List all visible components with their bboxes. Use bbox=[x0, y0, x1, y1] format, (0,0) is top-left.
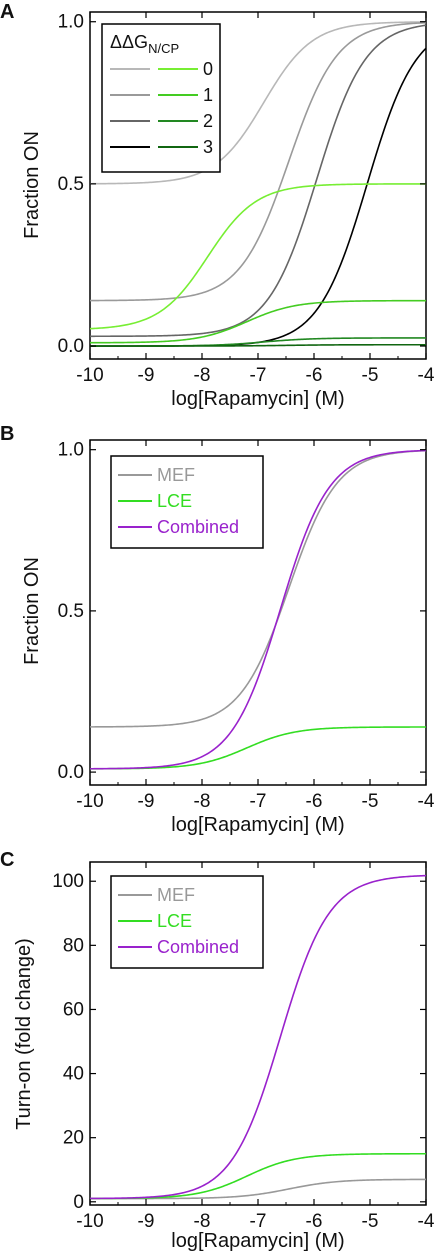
panel-c-legend-label: Combined bbox=[157, 937, 239, 957]
panel-a: A -10 -9 -8 -7 -6 -5 -4 0.0 0.5 1.0 log[Rapamycin… bbox=[0, 1, 435, 410]
panel-a-series-4 bbox=[90, 183, 426, 330]
panel-b-xtick-label: -8 bbox=[194, 791, 211, 812]
panel-c-legend-label: LCE bbox=[157, 911, 192, 931]
panel-b-ylabel: Fraction ON bbox=[21, 557, 43, 665]
panel-a-ytick-label: 1.0 bbox=[58, 12, 84, 33]
panel-a-series-1 bbox=[90, 21, 426, 302]
panel-c-xlabel: log[Rapamycin] (M) bbox=[171, 1230, 344, 1252]
panel-a-ticks: -10 -9 -8 -7 -6 -5 -4 0.0 0.5 1.0 bbox=[58, 12, 435, 386]
panel-b-letter: B bbox=[0, 423, 14, 445]
panel-a-ytick-label: 0.0 bbox=[58, 336, 84, 357]
panel-a-letter: A bbox=[0, 1, 14, 23]
panel-a-xtick-label: -6 bbox=[306, 365, 323, 386]
panel-a-legend: ΔΔGN/CP 0 1 2 3 bbox=[101, 23, 221, 173]
panel-a-xlabel: log[Rapamycin] (M) bbox=[171, 388, 344, 410]
panel-b-series-1 bbox=[90, 726, 426, 770]
panel-a-legend-label: 2 bbox=[203, 111, 213, 131]
panel-b-legend: MEF LCE Combined bbox=[110, 455, 264, 549]
panel-c-plot-area: -10 -9 -8 -7 -6 -5 -4 0 20 40 60 80 100 bbox=[52, 861, 435, 1232]
panel-a-series-0 bbox=[90, 21, 426, 185]
panel-c-curves bbox=[90, 874, 426, 1200]
panel-c-ylabel: Turn-on (fold change) bbox=[13, 938, 35, 1130]
panel-b-legend-label: Combined bbox=[157, 517, 239, 537]
panel-b-legend-label: MEF bbox=[157, 465, 195, 485]
panel-a-legend-rows: 0 1 2 3 bbox=[110, 59, 213, 157]
panel-a-plot-area: -10 -9 -8 -7 -6 -5 -4 0.0 0.5 1.0 bbox=[58, 11, 435, 386]
panel-c-series-1 bbox=[90, 1152, 426, 1200]
panel-c-ytick-label: 20 bbox=[63, 1128, 84, 1149]
panel-a-legend-title: ΔΔGN/CP bbox=[110, 32, 179, 56]
panel-c-legend-label: MEF bbox=[157, 885, 195, 905]
panel-b-ytick-label: 0.5 bbox=[58, 601, 84, 622]
panel-a-series-2 bbox=[90, 24, 426, 338]
panel-b-ytick-label: 1.0 bbox=[58, 440, 84, 461]
panel-a-xtick-label: -8 bbox=[194, 365, 211, 386]
panel-a-legend-label: 1 bbox=[203, 85, 213, 105]
panel-b-xtick-label: -6 bbox=[306, 791, 323, 812]
panel-a-xtick-label: -5 bbox=[362, 365, 379, 386]
panel-c-legend: MEF LCE Combined bbox=[110, 875, 264, 969]
panel-c-xtick-label: -5 bbox=[362, 1211, 379, 1232]
panel-b-legend-rows: MEF LCE Combined bbox=[118, 465, 239, 537]
panel-b-legend-label: LCE bbox=[157, 491, 192, 511]
panel-b-ytick-label: 0.0 bbox=[58, 762, 84, 783]
panel-c-ytick-label: 0 bbox=[73, 1192, 84, 1213]
panel-a-xtick-label: -4 bbox=[418, 365, 435, 386]
panel-c-ticks: -10 -9 -8 -7 -6 -5 -4 0 20 40 60 80 100 bbox=[52, 862, 435, 1232]
panel-c-legend-rows: MEF LCE Combined bbox=[118, 885, 239, 957]
panel-b-series-2 bbox=[90, 449, 426, 770]
panel-b-ticks: -10 -9 -8 -7 -6 -5 -4 0.0 0.5 1.0 bbox=[58, 440, 435, 812]
panel-a-xtick-label: -9 bbox=[138, 365, 155, 386]
panel-b-xtick-label: -5 bbox=[362, 791, 379, 812]
panel-b: B -10 -9 -8 -7 -6 -5 -4 0.0 0.5 1.0 log[Rapamycin… bbox=[0, 423, 435, 836]
panel-b-xlabel: log[Rapamycin] (M) bbox=[171, 814, 344, 836]
panel-b-curves bbox=[90, 449, 426, 770]
panel-b-xtick-label: -4 bbox=[418, 791, 435, 812]
panel-a-curves bbox=[90, 21, 426, 347]
panel-b-series-0 bbox=[90, 449, 426, 728]
panel-a-ytick-label: 0.5 bbox=[58, 174, 84, 195]
panel-a-xtick-label: -10 bbox=[76, 365, 103, 386]
panel-a-series-7 bbox=[90, 343, 426, 347]
panel-b-plot-area: -10 -9 -8 -7 -6 -5 -4 0.0 0.5 1.0 bbox=[58, 439, 435, 812]
panel-b-xtick-label: -9 bbox=[138, 791, 155, 812]
panel-c-series-0 bbox=[90, 1178, 426, 1200]
panel-a-legend-label: 0 bbox=[203, 59, 213, 79]
panel-c-ytick-label: 40 bbox=[63, 1064, 84, 1085]
panel-a-legend-label: 3 bbox=[203, 137, 213, 157]
panel-c-series-2 bbox=[90, 874, 426, 1200]
panel-a-series-5 bbox=[90, 299, 426, 344]
panel-c-xtick-label: -4 bbox=[418, 1211, 435, 1232]
panel-c-ytick-label: 80 bbox=[63, 935, 84, 956]
panel-b-xtick-label: -7 bbox=[250, 791, 267, 812]
panel-b-xtick-label: -10 bbox=[76, 791, 103, 812]
panel-c-ytick-label: 60 bbox=[63, 999, 84, 1020]
panel-c-ytick-label: 100 bbox=[52, 871, 84, 892]
panel-c-xtick-label: -10 bbox=[76, 1211, 103, 1232]
panel-c-letter: C bbox=[0, 849, 14, 871]
panel-a-ylabel: Fraction ON bbox=[21, 131, 43, 239]
panel-c-xtick-label: -7 bbox=[250, 1211, 267, 1232]
panel-b-legend-box bbox=[110, 455, 264, 549]
panel-c: C -10 -9 -8 -7 -6 -5 -4 0 20 40 60 80 100 log[Rapamy… bbox=[0, 849, 435, 1252]
panel-c-xtick-label: -9 bbox=[138, 1211, 155, 1232]
panel-a-xtick-label: -7 bbox=[250, 365, 267, 386]
panel-c-xtick-label: -6 bbox=[306, 1211, 323, 1232]
panel-c-xtick-label: -8 bbox=[194, 1211, 211, 1232]
